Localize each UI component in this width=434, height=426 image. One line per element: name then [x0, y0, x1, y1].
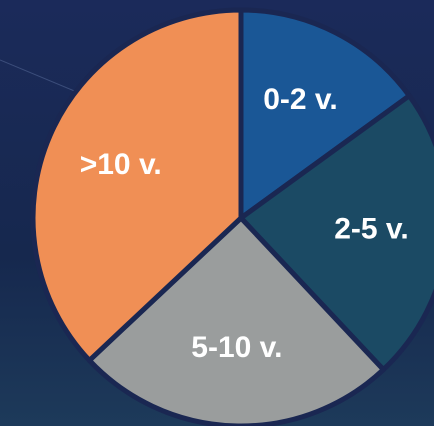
slice-label: >10 v. — [80, 148, 162, 181]
slice-label: 5-10 v. — [191, 331, 282, 364]
pie-slice — [238, 93, 434, 373]
pie: 0-2 v. 2-5 v. 5-10 v. >10 v. — [30, 7, 434, 426]
slice-label: 0-2 v. — [263, 83, 338, 116]
pie-slice — [238, 7, 412, 221]
pie-slice — [30, 7, 244, 363]
slice-label: 2-5 v. — [334, 212, 409, 245]
